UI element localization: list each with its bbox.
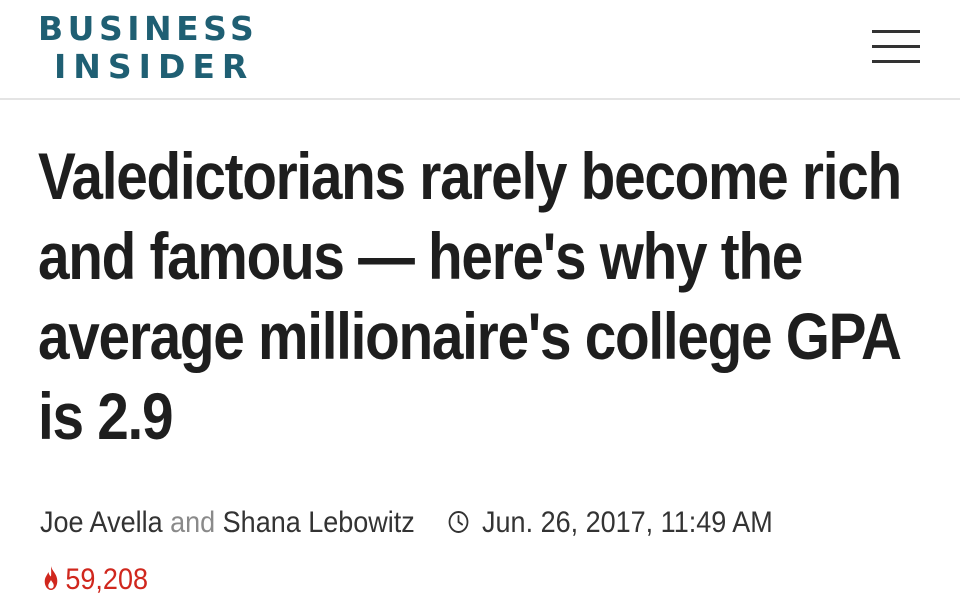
logo-line-1: BUSINESS <box>38 9 259 48</box>
article-byline: Joe Avella and Shana Lebowitz Jun. 26, 2… <box>40 503 773 543</box>
hamburger-menu-icon[interactable] <box>872 30 920 64</box>
site-header: BUSINESS INSIDER <box>0 0 960 100</box>
article-headline: Valedictorians rarely become rich and fa… <box>38 139 902 453</box>
author-link-joe-avella[interactable]: Joe Avella <box>40 506 163 539</box>
menu-bar <box>872 30 920 33</box>
view-count-value: 59,208 <box>65 563 148 596</box>
author-link-shana-lebowitz[interactable]: Shana Lebowitz <box>222 506 415 539</box>
author-conjunction: and <box>170 506 216 539</box>
menu-bar <box>872 45 920 48</box>
menu-bar <box>872 60 920 63</box>
logo-line-2: INSIDER <box>54 47 255 86</box>
publish-date: Jun. 26, 2017, 11:49 AM <box>482 506 773 539</box>
clock-icon <box>448 511 469 534</box>
business-insider-logo[interactable]: BUSINESS INSIDER <box>38 12 258 83</box>
flame-icon <box>44 566 58 591</box>
view-count: 59,208 <box>42 560 148 600</box>
